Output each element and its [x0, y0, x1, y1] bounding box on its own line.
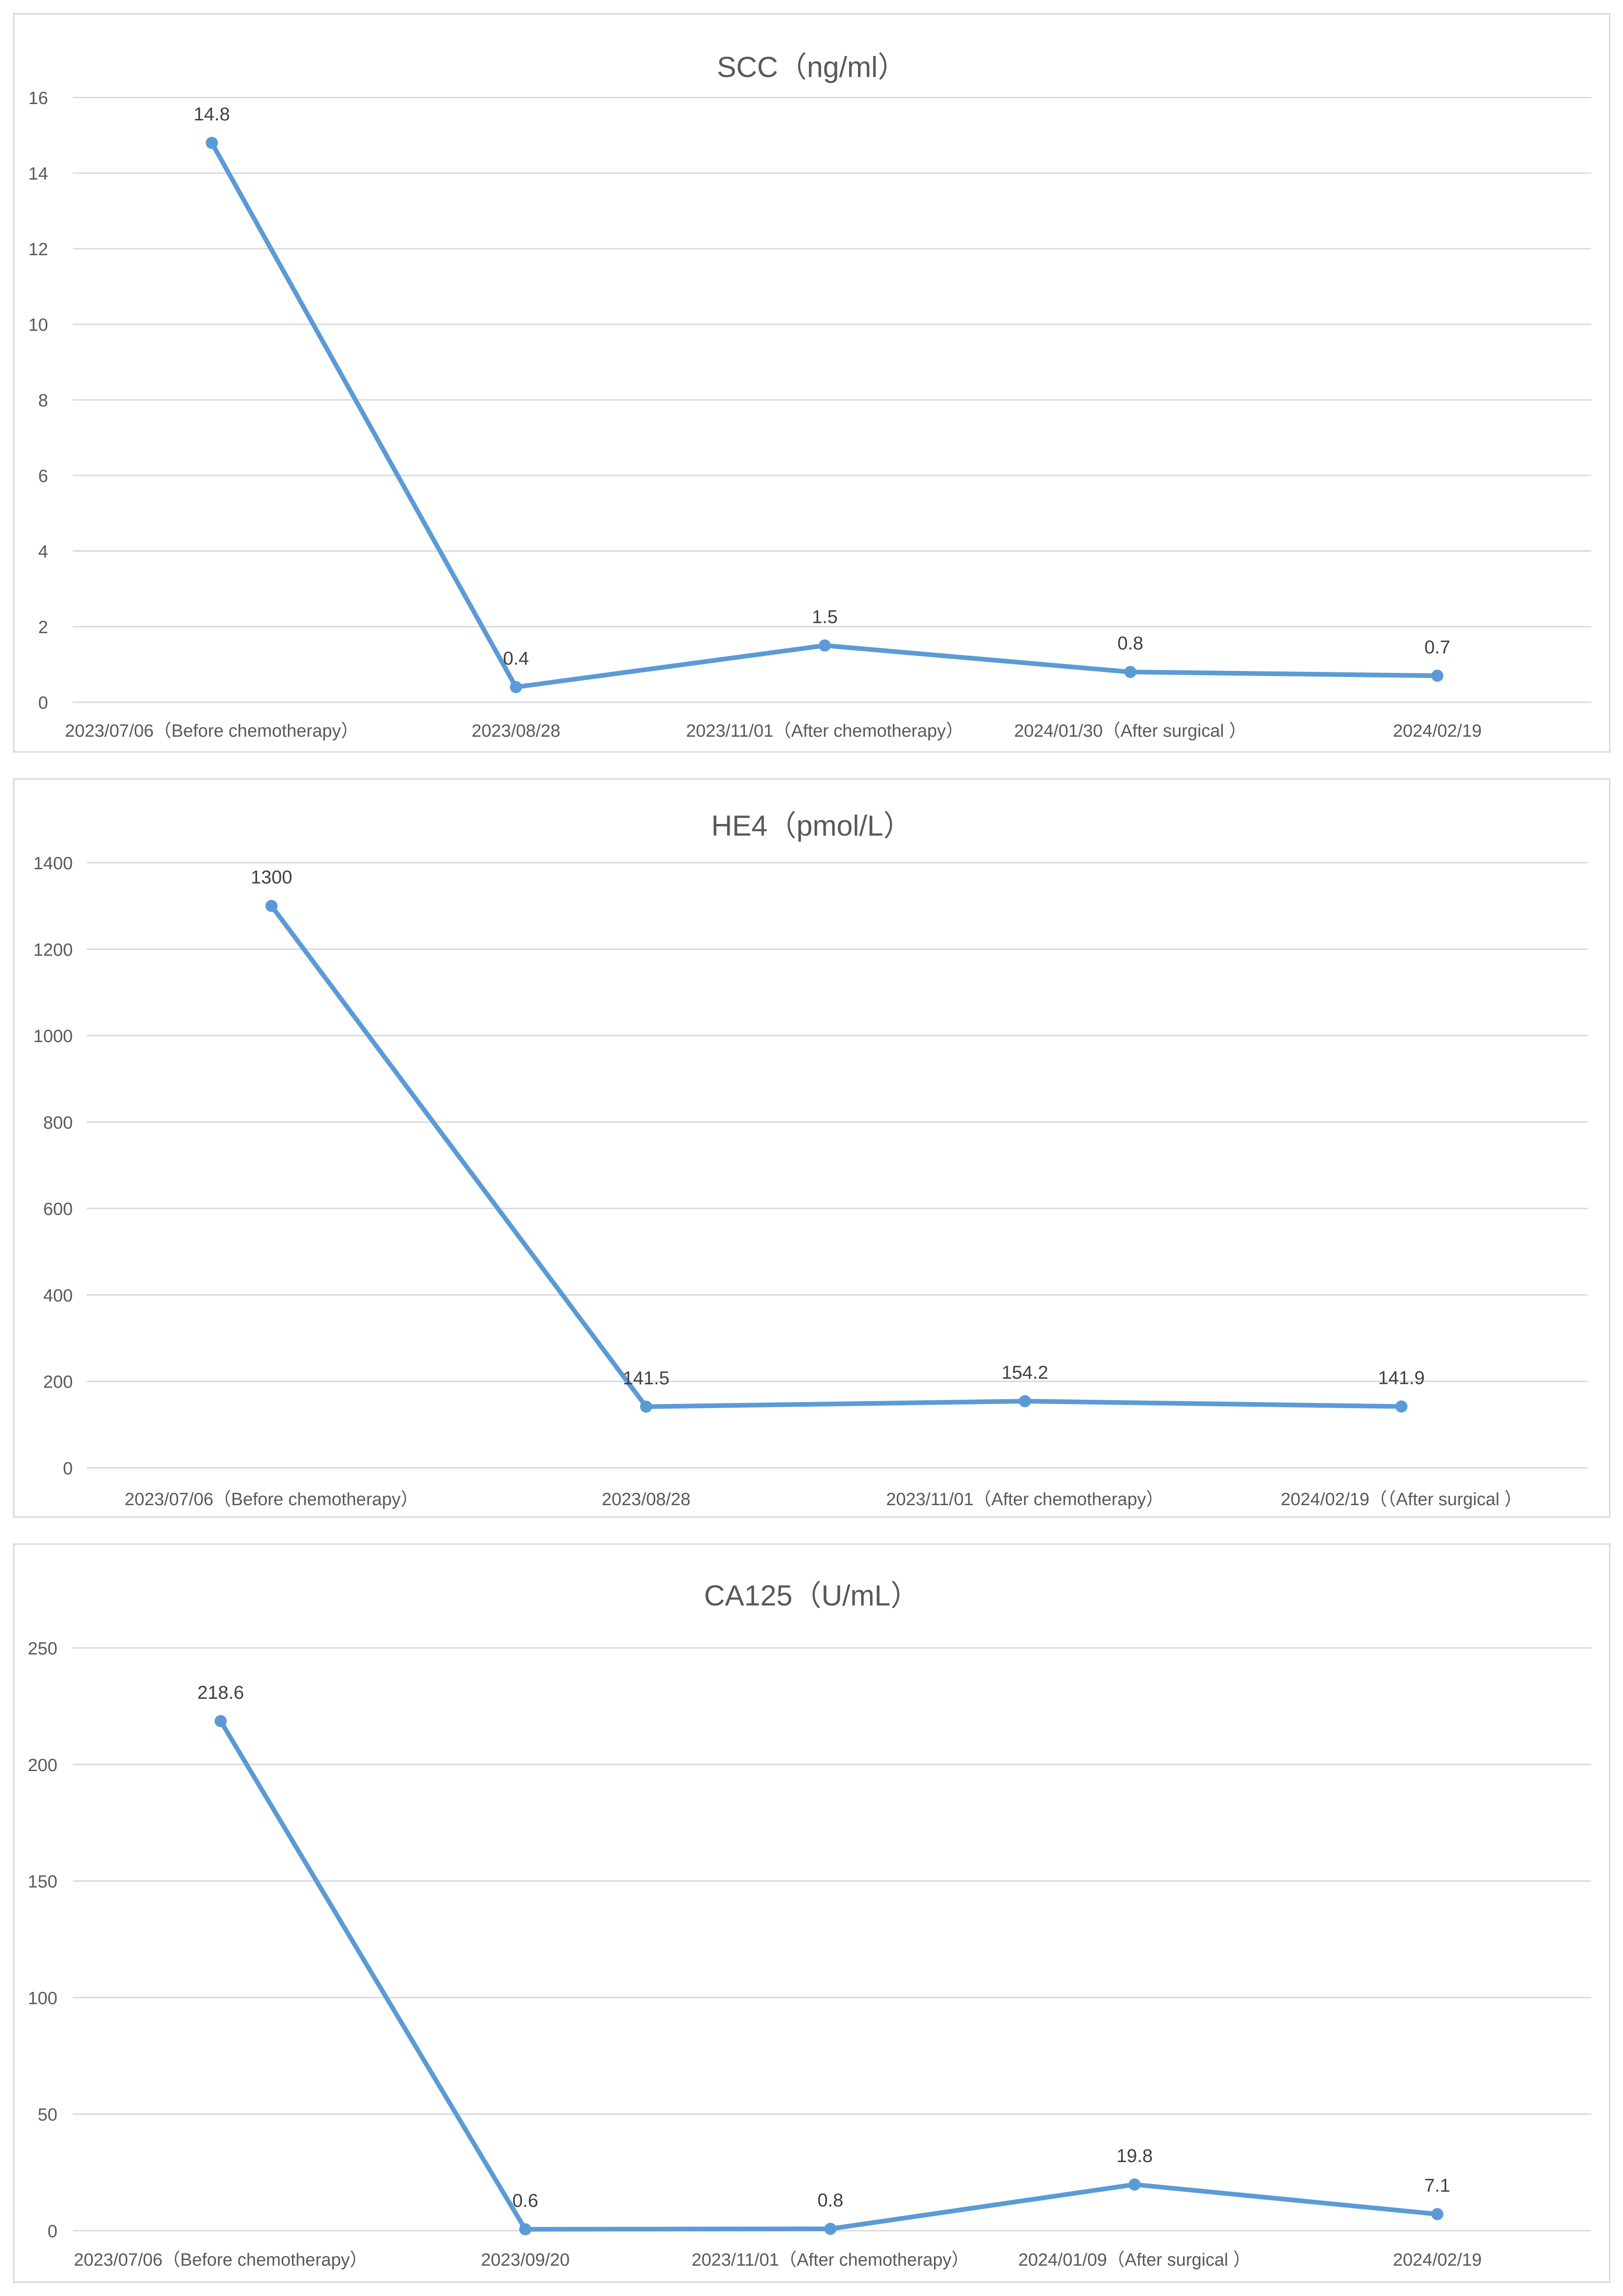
y-tick-label: 1000: [33, 1027, 73, 1047]
y-tick-label: 1400: [33, 854, 73, 873]
data-label: 0.4: [503, 649, 529, 669]
data-point: [265, 900, 278, 912]
y-tick-label: 200: [43, 1373, 73, 1392]
y-tick-label: 1200: [33, 940, 73, 960]
series-line: [209, 140, 1440, 690]
x-tick-label: 2024/02/19（（After surgical ）: [1281, 1490, 1522, 1509]
data-point: [1019, 1395, 1031, 1408]
data-label: 0.8: [1117, 633, 1143, 654]
data-label: 1.5: [812, 607, 838, 628]
x-tick-label: 2024/02/19: [1393, 721, 1482, 741]
data-point: [1431, 2208, 1443, 2220]
x-tick-label: 2024/01/30（After surgical ）: [1014, 721, 1247, 741]
y-tick-label: 50: [38, 2105, 57, 2125]
data-point: [1128, 2178, 1141, 2191]
data-label: 14.8: [194, 104, 230, 125]
x-tick-label: 2024/02/19: [1393, 2250, 1482, 2270]
x-tick-label: 2023/11/01（After chemotherapy）: [692, 2250, 969, 2270]
data-label: 154.2: [1002, 1362, 1048, 1383]
y-tick-label: 400: [43, 1286, 73, 1305]
data-point: [819, 639, 831, 652]
x-tick-label: 2023/07/06（Before chemotherapy）: [74, 2250, 368, 2270]
y-tick-label: 250: [28, 1639, 57, 1659]
data-label: 141.9: [1378, 1368, 1425, 1389]
data-point: [1431, 670, 1443, 682]
y-tick-label: 6: [38, 467, 48, 486]
data-label: 0.6: [512, 2191, 538, 2211]
x-tick-label: 2023/11/01（After chemotherapy）: [686, 721, 964, 741]
y-tick-label: 800: [43, 1113, 73, 1133]
data-point: [510, 681, 522, 693]
y-tick-label: 150: [28, 1872, 57, 1892]
y-tick-label: 0: [63, 1459, 73, 1479]
data-label: 19.8: [1116, 2146, 1153, 2166]
y-tick-label: 14: [28, 164, 48, 184]
data-label: 218.6: [197, 1682, 244, 1703]
data-point: [206, 137, 218, 149]
chart-plot-ca125: 0 50 100 150 200 250 2023/07/06（Before chemoth…: [28, 1639, 1591, 2270]
data-label: 1300: [251, 867, 293, 888]
y-tick-label: 100: [28, 1989, 57, 2008]
chart-title: SCC（ng/ml）: [717, 51, 907, 84]
chart-plot-scc: 0 2 4 6 8 10 12 14 16 2023/07/06（Before chemother…: [28, 89, 1591, 741]
y-tick-label: 0: [38, 693, 48, 713]
y-tick-label: 200: [28, 1756, 57, 1775]
y-tick-label: 8: [38, 391, 48, 411]
data-point: [215, 1715, 227, 1727]
x-tick-label: 2023/08/28: [472, 721, 560, 741]
y-tick-label: 12: [28, 240, 48, 259]
data-label: 0.7: [1424, 637, 1450, 657]
y-tick-label: 600: [43, 1200, 73, 1219]
chart-plot-he4: 0 200 400 600 800 1000 1200 1400 2023/07/06（Befo…: [33, 854, 1588, 1509]
x-tick-label: 2023/11/01（After chemotherapy）: [886, 1490, 1164, 1509]
data-label: 0.8: [817, 2190, 843, 2211]
series-line: [218, 1718, 1440, 2232]
chart-title: CA125（U/mL）: [704, 1580, 919, 1612]
series-line: [269, 903, 1404, 1409]
x-tick-label: 2023/07/06（Before chemotherapy）: [65, 721, 359, 741]
y-tick-label: 10: [28, 315, 48, 335]
chart-panel-scc: SCC（ng/ml） 0 2 4 6 8 10 12 14 16 2023/07/06（Befor…: [13, 13, 1610, 753]
data-point: [824, 2223, 836, 2235]
chart-panel-he4: HE4（pmol/L） 0 200 400 600 800 1000 1200 1400 202…: [13, 778, 1610, 1518]
data-point: [519, 2223, 531, 2236]
data-label: 7.1: [1424, 2176, 1450, 2196]
chart-panel-ca125: CA125（U/mL） 0 50 100 150 200 250 2023/07/06（Be…: [13, 1543, 1610, 2283]
data-label: 141.5: [623, 1368, 669, 1389]
y-tick-label: 2: [38, 618, 48, 637]
x-tick-label: 2023/07/06（Before chemotherapy）: [125, 1490, 418, 1509]
y-tick-label: 0: [48, 2222, 57, 2241]
x-tick-label: 2023/08/28: [602, 1490, 690, 1509]
x-tick-label: 2023/09/20: [481, 2250, 570, 2270]
y-tick-label: 4: [38, 542, 48, 562]
y-tick-label: 16: [28, 89, 48, 108]
data-point: [640, 1400, 652, 1413]
data-point: [1124, 666, 1136, 678]
chart-title: HE4（pmol/L）: [711, 810, 913, 842]
x-tick-label: 2024/01/09（After surgical ）: [1018, 2250, 1251, 2270]
data-point: [1395, 1400, 1407, 1413]
